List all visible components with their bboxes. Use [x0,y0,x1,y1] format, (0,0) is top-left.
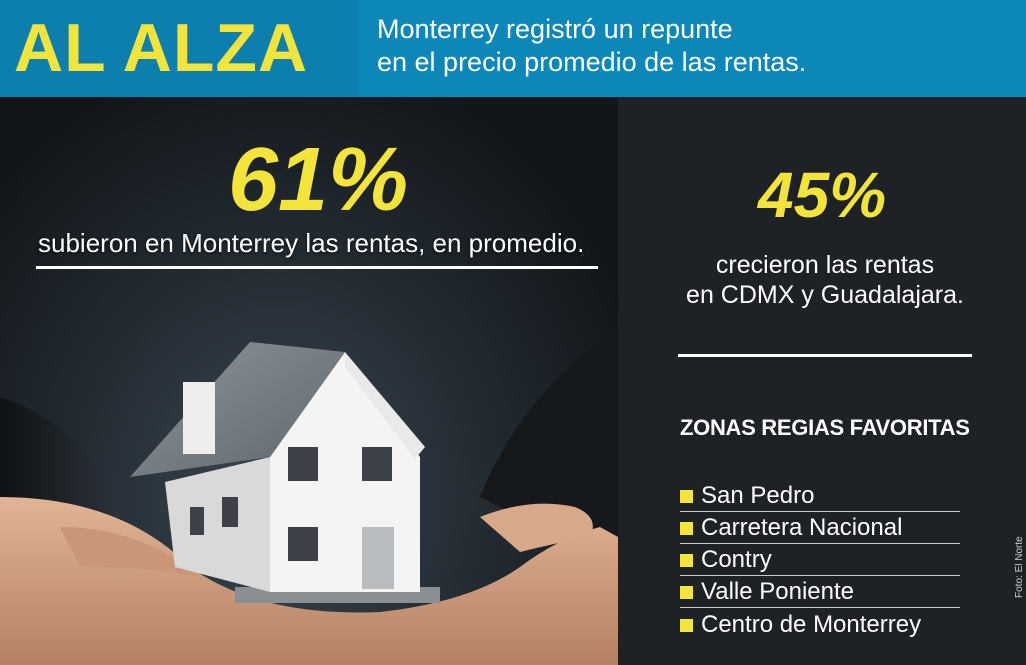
side-stat-line-1: crecieron las rentas [715,251,935,279]
yellow-square-icon [680,586,693,599]
subtitle-line-2: en el precio promedio de las rentas. [377,47,807,77]
zones-list: San Pedro Carretera Nacional Contry Vall… [680,480,960,640]
zone-label: Centro de Monterrey [701,611,922,638]
main-stat-value: 61% [228,130,409,230]
zone-label: Contry [701,546,772,573]
zones-heading: ZONAS REGIAS FAVORITAS [680,415,970,440]
side-window-shape [190,507,204,535]
subtitle-line-1: Monterrey registró un repunte [377,14,733,44]
roof-edge-shape [345,352,425,459]
door-shape [362,527,394,589]
thumb-shape [480,503,593,552]
zone-label: San Pedro [701,482,815,509]
side-window-shape [222,497,238,527]
hands-shape [0,497,618,665]
zone-label: Carretera Nacional [701,514,903,541]
window-shape [288,447,318,481]
page-title: AL ALZA [14,10,309,86]
side-stat-line-2: en CDMX y Guadalajara. [686,281,964,309]
divider [36,266,598,269]
right-panel [618,97,1026,665]
zone-label: Valle Poniente [701,578,854,605]
header-bar: AL ALZA Monterrey registró un repunte en… [0,0,1026,97]
yellow-square-icon [680,554,693,567]
list-item: Centro de Monterrey [680,608,960,640]
window-shape [288,527,318,561]
list-item: Carretera Nacional [680,512,960,544]
house-side-wall-shape [165,457,270,592]
chimney-shape [183,382,215,454]
side-stat-value: 45% [758,159,887,231]
list-item: Valle Poniente [680,576,960,608]
yellow-square-icon [680,522,693,535]
photo-credit: Foto: El Norte [1014,536,1025,598]
divider [678,354,972,357]
page-subtitle: Monterrey registró un repunte en el prec… [377,13,997,79]
list-item: San Pedro [680,480,960,512]
yellow-square-icon [680,619,693,632]
title-box: AL ALZA [0,0,358,97]
house-in-hands-photo [0,97,618,665]
palm-fold-shape [60,527,200,577]
side-stat-description: crecieron las rentas en CDMX y Guadalaja… [660,250,990,310]
list-item: Contry [680,544,960,576]
yellow-square-icon [680,490,693,503]
window-shape [362,447,392,481]
house-illustration [0,327,618,665]
main-stat-description: subieron en Monterrey las rentas, en pro… [38,228,585,258]
